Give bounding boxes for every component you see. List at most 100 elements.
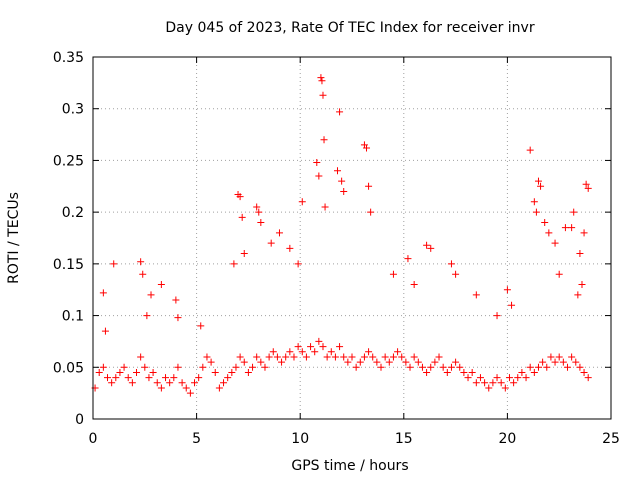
data-point [236,193,244,201]
data-point [443,368,451,376]
data-point [344,358,352,366]
data-point [257,358,265,366]
data-point [584,184,592,192]
data-point [340,187,348,195]
y-tick-label: 0.25 [53,153,84,169]
data-point [530,368,538,376]
data-point [224,374,232,382]
data-point [410,281,418,289]
data-point [435,353,443,361]
data-point [356,358,364,366]
data-point [381,353,389,361]
data-point [522,374,530,382]
data-point [360,353,368,361]
chart-title: Day 045 of 2023, Rate Of TEC Index for r… [165,20,534,36]
data-point [99,289,107,297]
data-point [352,363,360,371]
data-point [178,379,186,387]
data-point [336,343,344,351]
data-point [220,379,228,387]
data-point [493,374,501,382]
data-point [145,374,153,382]
data-point [576,363,584,371]
data-point [563,363,571,371]
data-point [493,312,501,320]
data-point [278,358,286,366]
data-point [137,353,145,361]
y-tick-label: 0 [75,412,84,428]
data-point [197,322,205,330]
data-point [95,368,103,376]
data-point [313,158,321,166]
data-point [232,363,240,371]
data-point [584,374,592,382]
data-point [244,368,252,376]
x-axis-label: GPS time / hours [291,458,408,474]
data-point [447,363,455,371]
data-point [340,353,348,361]
data-point [318,77,326,85]
data-point [501,384,509,392]
data-point [162,374,170,382]
data-point [431,358,439,366]
data-point [551,358,559,366]
data-point [508,301,516,309]
data-point [534,177,542,185]
data-point [555,270,563,278]
data-point [104,374,112,382]
data-point [211,368,219,376]
data-point [468,368,476,376]
data-point [172,296,180,304]
data-point [576,250,584,258]
data-point [170,374,178,382]
data-point [526,363,534,371]
data-point [518,368,526,376]
data-point [323,353,331,361]
data-point [414,358,422,366]
data-point [191,379,199,387]
data-point [385,358,393,366]
data-point [394,348,402,356]
data-point [510,379,518,387]
data-point [110,260,118,268]
data-point [238,213,246,221]
data-point [120,363,128,371]
data-point [406,363,414,371]
data-point [404,255,412,263]
data-point [143,312,151,320]
data-point [298,348,306,356]
data-point [537,182,545,190]
data-point [439,363,447,371]
x-tick-label: 25 [602,431,620,447]
data-point [472,379,480,387]
data-point [476,374,484,382]
data-point [290,353,298,361]
data-point [452,270,460,278]
data-point [153,379,161,387]
data-point [514,374,522,382]
data-point [298,198,306,206]
data-point [338,177,346,185]
data-point [240,250,248,258]
data-point [418,363,426,371]
data-point [574,291,582,299]
data-point [141,363,149,371]
data-point [240,358,248,366]
data-point [526,146,534,154]
data-point [389,353,397,361]
data-point [541,218,549,226]
data-point [427,363,435,371]
data-point [311,348,319,356]
data-point [253,203,261,211]
data-point [186,389,194,397]
data-point [286,348,294,356]
data-point [336,108,344,116]
data-point [139,270,147,278]
y-tick-label: 0.2 [62,205,84,221]
x-tick-label: 10 [291,431,309,447]
y-tick-label: 0.35 [53,50,84,66]
data-point [365,348,373,356]
data-points [91,74,592,397]
data-point [320,136,328,144]
